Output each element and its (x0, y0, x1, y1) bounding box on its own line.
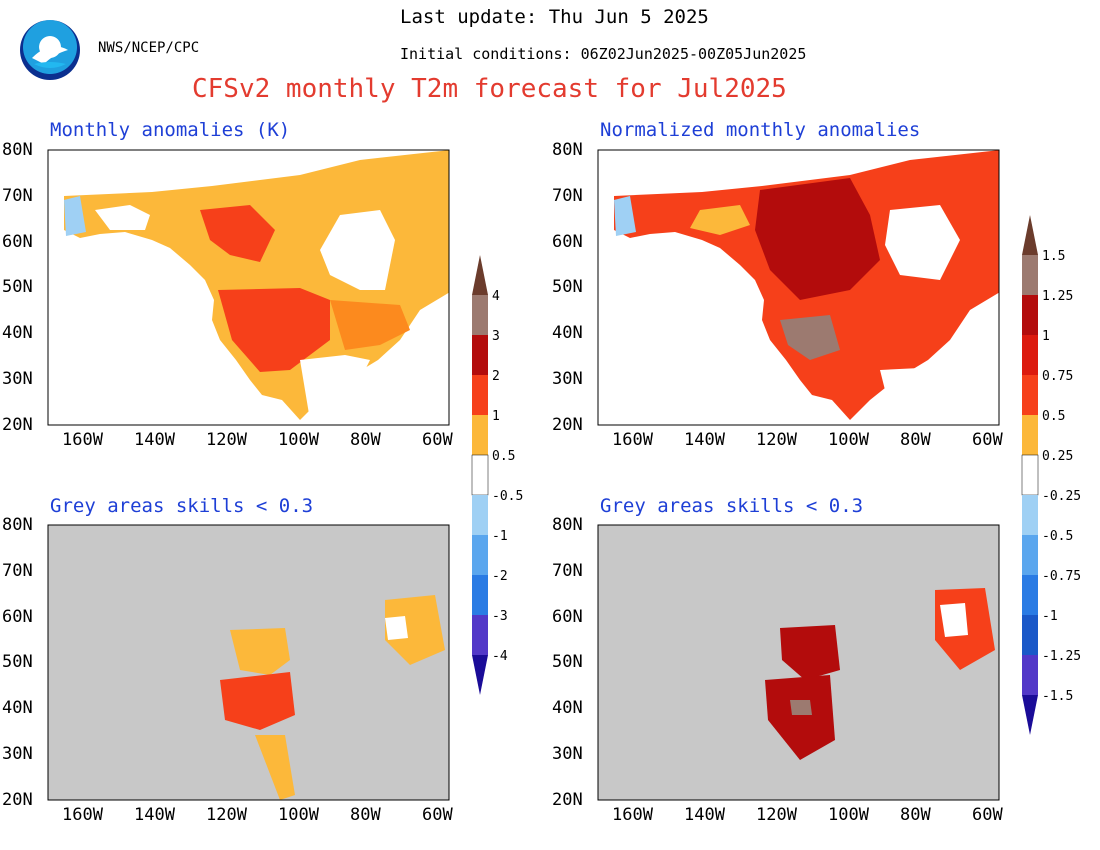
map-panel-normalized (597, 149, 1000, 426)
lat-label: 40N (552, 323, 583, 344)
lon-label: 80W (350, 430, 381, 450)
cb-right-label: 0.75 (1042, 369, 1074, 384)
lat-label: 40N (552, 698, 583, 719)
lat-label: 20N (552, 414, 583, 435)
cb-right-label: -0.25 (1042, 489, 1082, 504)
lat-label: 80N (552, 515, 583, 535)
map-panel-anomalies (47, 149, 450, 426)
panel-title-2: Normalized monthly anomalies (600, 119, 921, 141)
cb-left-label: -0.5 (492, 489, 524, 504)
lon-label: 160W (62, 430, 103, 450)
lon-label: 140W (134, 430, 175, 450)
lon-label: 140W (684, 430, 725, 450)
panel-title-3: Grey areas skills < 0.3 (50, 495, 314, 517)
lat-label: 70N (552, 560, 583, 581)
lon-label: 140W (684, 805, 725, 825)
lat-label: 60N (2, 606, 33, 627)
lat-label: 60N (2, 231, 33, 252)
lat-label: 20N (552, 789, 583, 810)
lat-label: 60N (552, 606, 583, 627)
lat-label: 20N (2, 789, 33, 810)
map-panel-skill-anomalies (47, 524, 450, 801)
lat-label: 80N (552, 140, 583, 160)
lon-label: 100W (828, 430, 869, 450)
colorbar-right (1021, 215, 1039, 735)
cb-right-label: -1.5 (1042, 689, 1074, 704)
lat-label: 50N (552, 652, 583, 673)
org-label: NWS/NCEP/CPC (98, 40, 200, 56)
cb-left-label: -2 (492, 569, 508, 584)
colorbar-left (471, 255, 489, 695)
lon-label: 80W (350, 805, 381, 825)
cb-left-label: -4 (492, 649, 508, 664)
noaa-bird-icon (32, 46, 68, 68)
lon-label: 80W (900, 430, 931, 450)
cb-right-label: 1 (1042, 329, 1050, 344)
lat-label: 30N (552, 744, 583, 764)
cb-left-label: 0.5 (492, 449, 516, 464)
cb-right-label: -0.75 (1042, 569, 1082, 584)
lon-label: 60W (972, 805, 1003, 825)
lon-label: 160W (612, 430, 653, 450)
main-title: CFSv2 monthly T2m forecast for Jul2025 (192, 74, 787, 104)
lon-label: 120W (756, 805, 797, 825)
cb-right-label: -1.25 (1042, 649, 1082, 664)
cb-right-label: 1.5 (1042, 249, 1066, 264)
lon-label: 60W (972, 430, 1003, 450)
lat-label: 50N (552, 277, 583, 298)
cb-left-label: 1 (492, 409, 500, 424)
lon-label: 100W (278, 430, 319, 450)
lat-label: 40N (2, 698, 33, 719)
lon-label: 60W (422, 430, 453, 450)
lat-label: 70N (2, 185, 33, 206)
lat-label: 30N (2, 369, 33, 389)
lat-label: 20N (2, 414, 33, 435)
lat-label: 60N (552, 231, 583, 252)
cb-left-label: 3 (492, 329, 500, 344)
map-panel-skill-normalized (597, 524, 1000, 801)
lat-label: 50N (2, 652, 33, 673)
noaa-logo (20, 20, 80, 80)
lat-label: 40N (2, 323, 33, 344)
initial-conditions: Initial conditions: 06Z02Jun2025-00Z05Ju… (400, 45, 807, 63)
lat-label: 30N (552, 369, 583, 389)
lon-label: 100W (828, 805, 869, 825)
cb-right-label: 1.25 (1042, 289, 1074, 304)
cb-left-label: -1 (492, 529, 508, 544)
lat-label: 80N (2, 140, 33, 160)
lon-label: 80W (900, 805, 931, 825)
lat-label: 50N (2, 277, 33, 298)
cb-left-label: 2 (492, 369, 500, 384)
lon-label: 160W (62, 805, 103, 825)
lon-label: 120W (206, 805, 247, 825)
lon-label: 100W (278, 805, 319, 825)
cb-left-label: 4 (492, 289, 500, 304)
lat-label: 70N (552, 185, 583, 206)
lon-label: 120W (756, 430, 797, 450)
panel-title-1: Monthly anomalies (K) (50, 119, 291, 141)
lon-label: 140W (134, 805, 175, 825)
lat-label: 80N (2, 515, 33, 535)
cb-right-label: -1 (1042, 609, 1058, 624)
lon-label: 120W (206, 430, 247, 450)
cb-right-label: 0.5 (1042, 409, 1066, 424)
cb-right-label: -0.5 (1042, 529, 1074, 544)
lon-label: 160W (612, 805, 653, 825)
cb-right-label: 0.25 (1042, 449, 1074, 464)
last-update: Last update: Thu Jun 5 2025 (400, 6, 709, 28)
lon-label: 60W (422, 805, 453, 825)
lat-label: 70N (2, 560, 33, 581)
lat-label: 30N (2, 744, 33, 764)
cb-left-label: -3 (492, 609, 508, 624)
panel-title-4: Grey areas skills < 0.3 (600, 495, 864, 517)
